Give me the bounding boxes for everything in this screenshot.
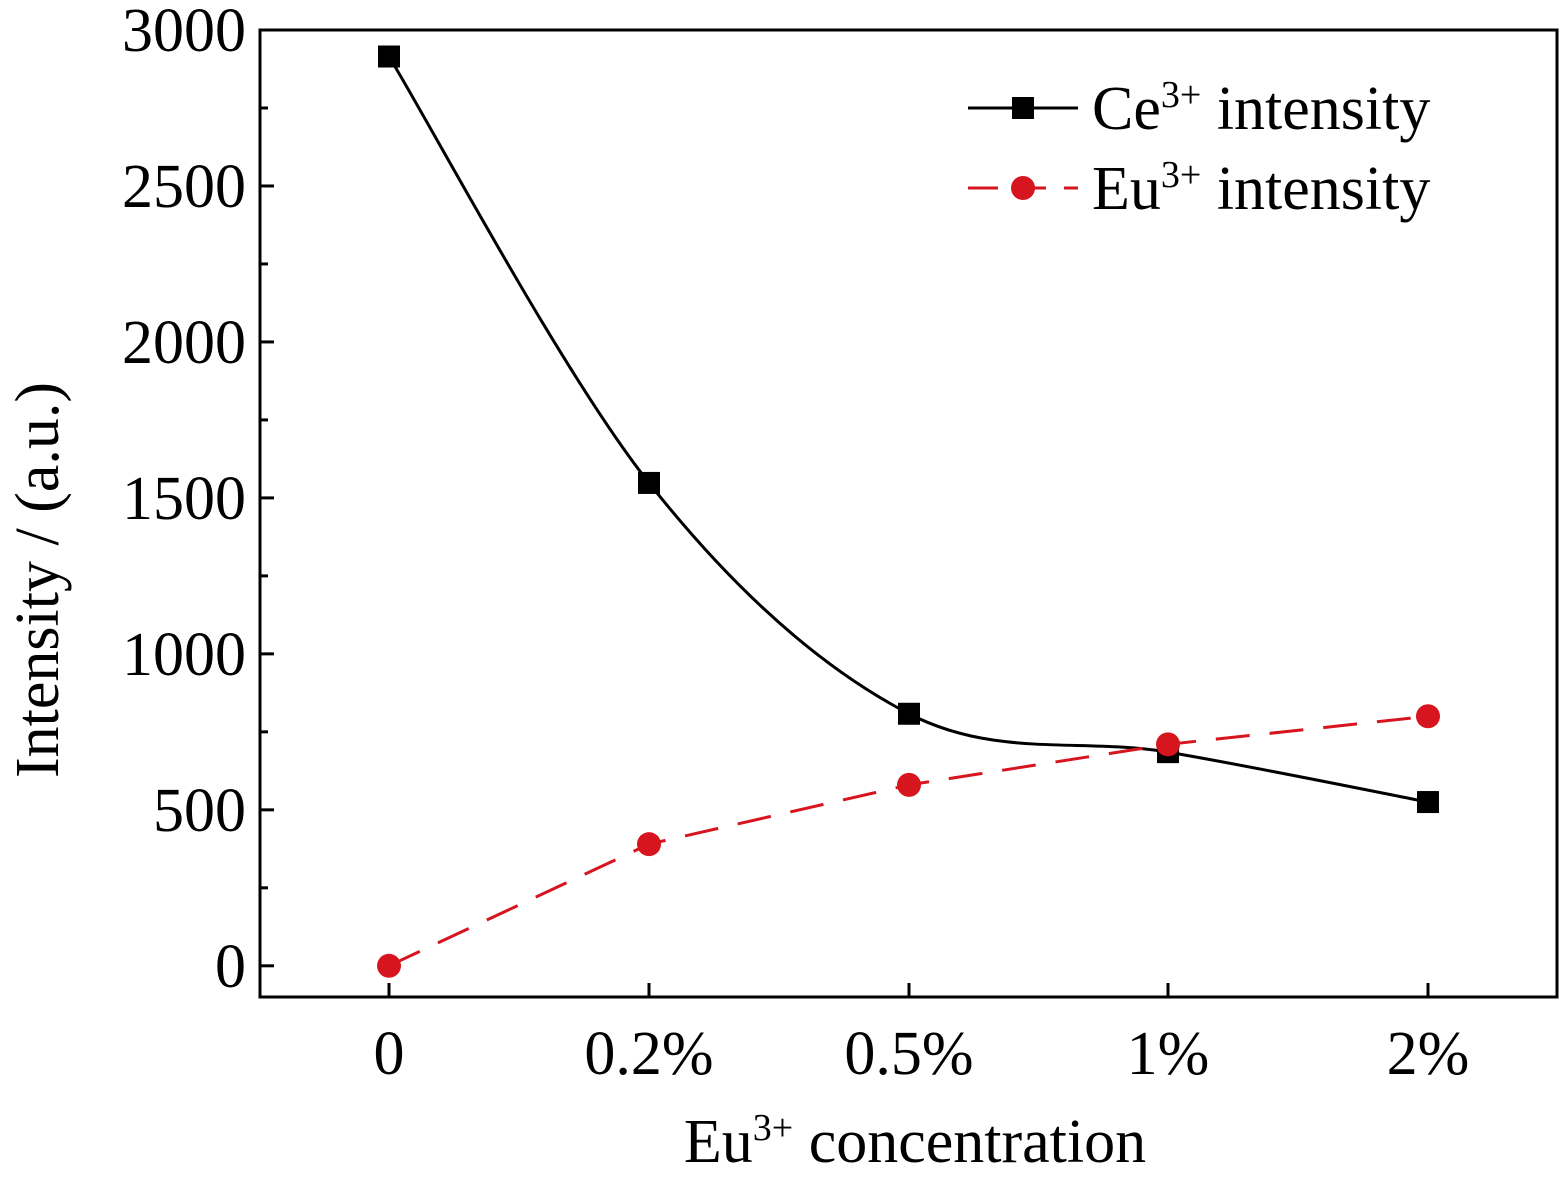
y-tick-label: 1500 [122, 465, 246, 533]
axes [258, 28, 1559, 999]
axis-labels: 0 500 1000 1500 2000 2500 3000 0 0.2% 0.5% 1% 2% Eu3… [4, 0, 1469, 1176]
series-ce [378, 45, 1439, 814]
y-tick-label: 0 [215, 933, 246, 1001]
series-line [387, 55, 1429, 804]
legend-item: Eu3+ intensity [968, 154, 1430, 223]
data-point-circle [897, 772, 921, 797]
x-tick-label: 0.2% [584, 1020, 713, 1088]
x-tick-label: 0.5% [844, 1020, 973, 1088]
legend: Ce3+ intensity Eu3+ intensity [968, 74, 1430, 223]
data-point-square [638, 471, 660, 494]
data-point-square [378, 45, 400, 68]
legend-label: Ce3+ intensity [1092, 74, 1430, 143]
data-point-square [1417, 791, 1439, 814]
y-tick-label: 2000 [122, 309, 246, 377]
legend-marker-circle [1011, 176, 1035, 200]
y-tick-label: 3000 [122, 0, 246, 65]
legend-item: Ce3+ intensity [968, 74, 1430, 143]
plot-area [377, 45, 1440, 978]
data-point-circle [1416, 704, 1440, 729]
data-point-square [898, 702, 920, 725]
legend-label: Eu3+ intensity [1092, 154, 1430, 223]
x-axis-title: Eu3+ concentration [684, 1107, 1146, 1176]
x-tick-label: 0 [374, 1020, 405, 1088]
y-axis-title: Intensity / (a.u.) [4, 382, 72, 778]
legend-marker-square [1012, 97, 1034, 119]
series-eu [377, 704, 1440, 978]
data-point-circle [377, 953, 401, 978]
x-tick-label: 2% [1387, 1020, 1470, 1088]
data-point-circle [1156, 732, 1180, 757]
y-tick-label: 1000 [122, 621, 246, 689]
x-tick-label: 1% [1127, 1020, 1210, 1088]
data-point-circle [637, 832, 661, 857]
series-line [388, 714, 1429, 968]
y-tick-label: 500 [153, 777, 246, 845]
y-tick-label: 2500 [122, 153, 246, 221]
